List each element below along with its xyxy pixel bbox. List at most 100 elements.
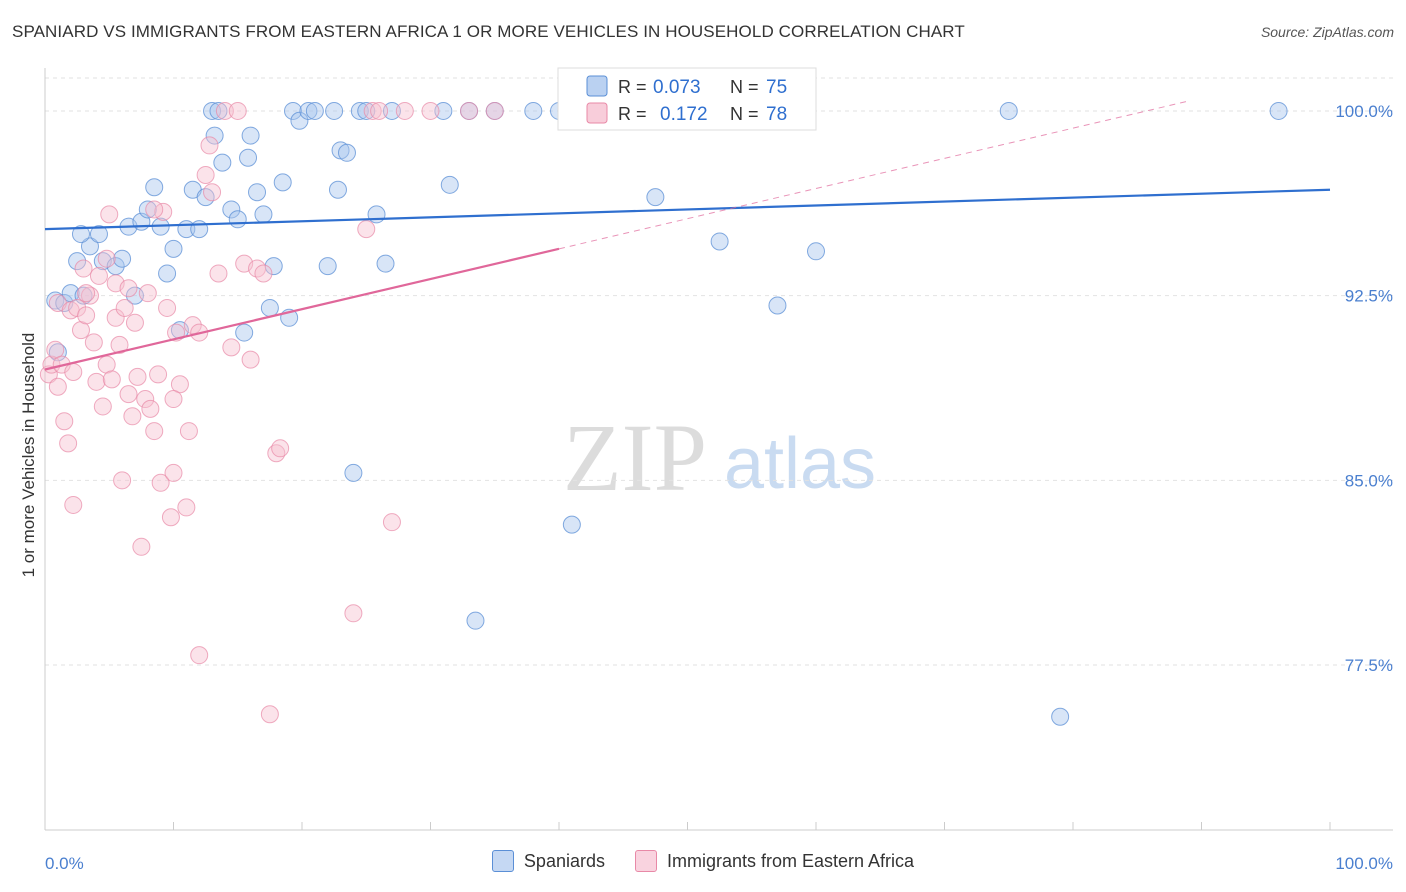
data-point-eastern-africa — [145, 422, 164, 441]
data-point-eastern-africa — [370, 101, 389, 120]
data-point-spaniards — [213, 153, 232, 172]
y-axis-label: 1 or more Vehicles in Household — [19, 333, 38, 578]
data-point-eastern-africa — [55, 412, 74, 431]
data-point-eastern-africa — [200, 136, 219, 155]
data-point-spaniards — [284, 101, 303, 120]
data-point-eastern-africa — [460, 101, 479, 120]
data-point-spaniards — [290, 111, 309, 130]
data-point-spaniards — [325, 101, 344, 120]
legend-n-label-1: N = — [730, 77, 759, 97]
trend-extension-eastern-africa — [558, 100, 1189, 250]
legend-top: R = 0.073 N = 75 R = 0.172 N = 78 — [557, 67, 817, 131]
data-point-eastern-africa — [151, 473, 170, 492]
data-point-spaniards — [305, 101, 324, 120]
data-point-eastern-africa — [203, 183, 222, 202]
data-point-spaniards — [71, 225, 90, 244]
data-point-spaniards — [145, 178, 164, 197]
data-point-eastern-africa — [102, 370, 121, 389]
data-point-eastern-africa — [177, 498, 196, 517]
data-point-spaniards — [328, 180, 347, 199]
data-point-spaniards — [768, 296, 787, 315]
legend-n-value-1: 75 — [766, 77, 787, 98]
data-point-spaniards — [89, 225, 108, 244]
data-point-eastern-africa — [123, 407, 142, 426]
data-point-eastern-africa — [158, 298, 177, 317]
data-point-eastern-africa — [77, 284, 96, 303]
data-point-eastern-africa — [196, 165, 215, 184]
data-point-eastern-africa — [228, 101, 247, 120]
legend-item-eastern-africa[interactable]: Immigrants from Eastern Africa — [634, 850, 915, 872]
watermark-atlas: atlas — [724, 424, 876, 504]
y-tick-label: 77.5% — [1345, 656, 1393, 675]
y-tick-label: 100.0% — [1335, 102, 1393, 121]
data-point-spaniards — [434, 101, 453, 120]
legend-r-label-1: R = — [618, 77, 647, 97]
data-point-spaniards — [999, 101, 1018, 120]
data-point-eastern-africa — [68, 298, 87, 317]
data-point-eastern-africa — [64, 495, 83, 514]
data-point-spaniards — [235, 323, 254, 342]
data-point-eastern-africa — [119, 385, 138, 404]
data-point-eastern-africa — [115, 298, 134, 317]
data-point-eastern-africa — [128, 367, 147, 386]
data-point-eastern-africa — [125, 313, 144, 332]
data-point-eastern-africa — [97, 249, 116, 268]
data-point-spaniards — [164, 239, 183, 258]
chart-title: SPANIARD VS IMMIGRANTS FROM EASTERN AFRI… — [12, 22, 965, 41]
data-point-eastern-africa — [138, 284, 157, 303]
data-point-spaniards — [248, 183, 267, 202]
data-point-eastern-africa — [110, 335, 129, 354]
legend-r-value-2: 0.172 — [660, 104, 708, 125]
legend-item-spaniards[interactable]: Spaniards — [491, 850, 605, 872]
data-point-eastern-africa — [145, 200, 164, 219]
data-point-eastern-africa — [222, 338, 241, 357]
series-eastern-africa — [39, 101, 504, 724]
data-point-eastern-africa — [164, 463, 183, 482]
data-point-spaniards — [367, 205, 386, 224]
data-point-eastern-africa — [271, 439, 290, 458]
data-point-eastern-africa — [136, 390, 155, 409]
legend-label-eastern-africa: Immigrants from Eastern Africa — [666, 850, 915, 871]
data-point-spaniards — [80, 237, 99, 256]
data-point-eastern-africa — [164, 390, 183, 409]
data-point-spaniards — [440, 175, 459, 194]
data-point-spaniards — [158, 264, 177, 283]
data-point-spaniards — [318, 257, 337, 276]
data-point-spaniards — [382, 101, 401, 120]
data-point-eastern-africa — [344, 604, 363, 623]
x-tick-label: 0.0% — [45, 854, 84, 873]
data-point-eastern-africa — [141, 399, 160, 418]
data-point-spaniards — [222, 200, 241, 219]
data-point-spaniards — [344, 463, 363, 482]
x-tick-label: 100.0% — [1335, 854, 1393, 873]
data-point-eastern-africa — [119, 279, 138, 298]
data-point-eastern-africa — [421, 101, 440, 120]
data-point-spaniards — [68, 252, 87, 271]
legend-swatch-blue — [586, 75, 608, 97]
data-point-spaniards — [241, 126, 260, 145]
data-point-spaniards — [113, 249, 132, 268]
data-point-eastern-africa — [100, 205, 119, 224]
data-point-eastern-africa — [357, 220, 376, 239]
tick-labels: 100.0% 92.5% 85.0% 77.5% 0.0% 100.0% — [45, 102, 1393, 873]
data-point-spaniards — [228, 210, 247, 229]
data-point-spaniards — [254, 205, 273, 224]
data-point-spaniards — [273, 173, 292, 192]
legend-n-value-2: 78 — [766, 104, 787, 125]
data-point-spaniards — [524, 101, 543, 120]
legend-n-label-2: N = — [730, 104, 759, 124]
data-point-eastern-africa — [48, 377, 67, 396]
data-point-spaniards — [466, 611, 485, 630]
data-point-eastern-africa — [260, 705, 279, 724]
data-point-eastern-africa — [89, 266, 108, 285]
data-point-eastern-africa — [363, 101, 382, 120]
trend-line-spaniards — [44, 188, 1331, 231]
axes — [44, 68, 1393, 831]
data-point-eastern-africa — [84, 333, 103, 352]
data-point-spaniards — [203, 101, 222, 120]
data-point-eastern-africa — [149, 365, 168, 384]
data-point-spaniards — [710, 232, 729, 251]
data-point-spaniards — [357, 101, 376, 120]
data-point-spaniards — [1269, 101, 1288, 120]
